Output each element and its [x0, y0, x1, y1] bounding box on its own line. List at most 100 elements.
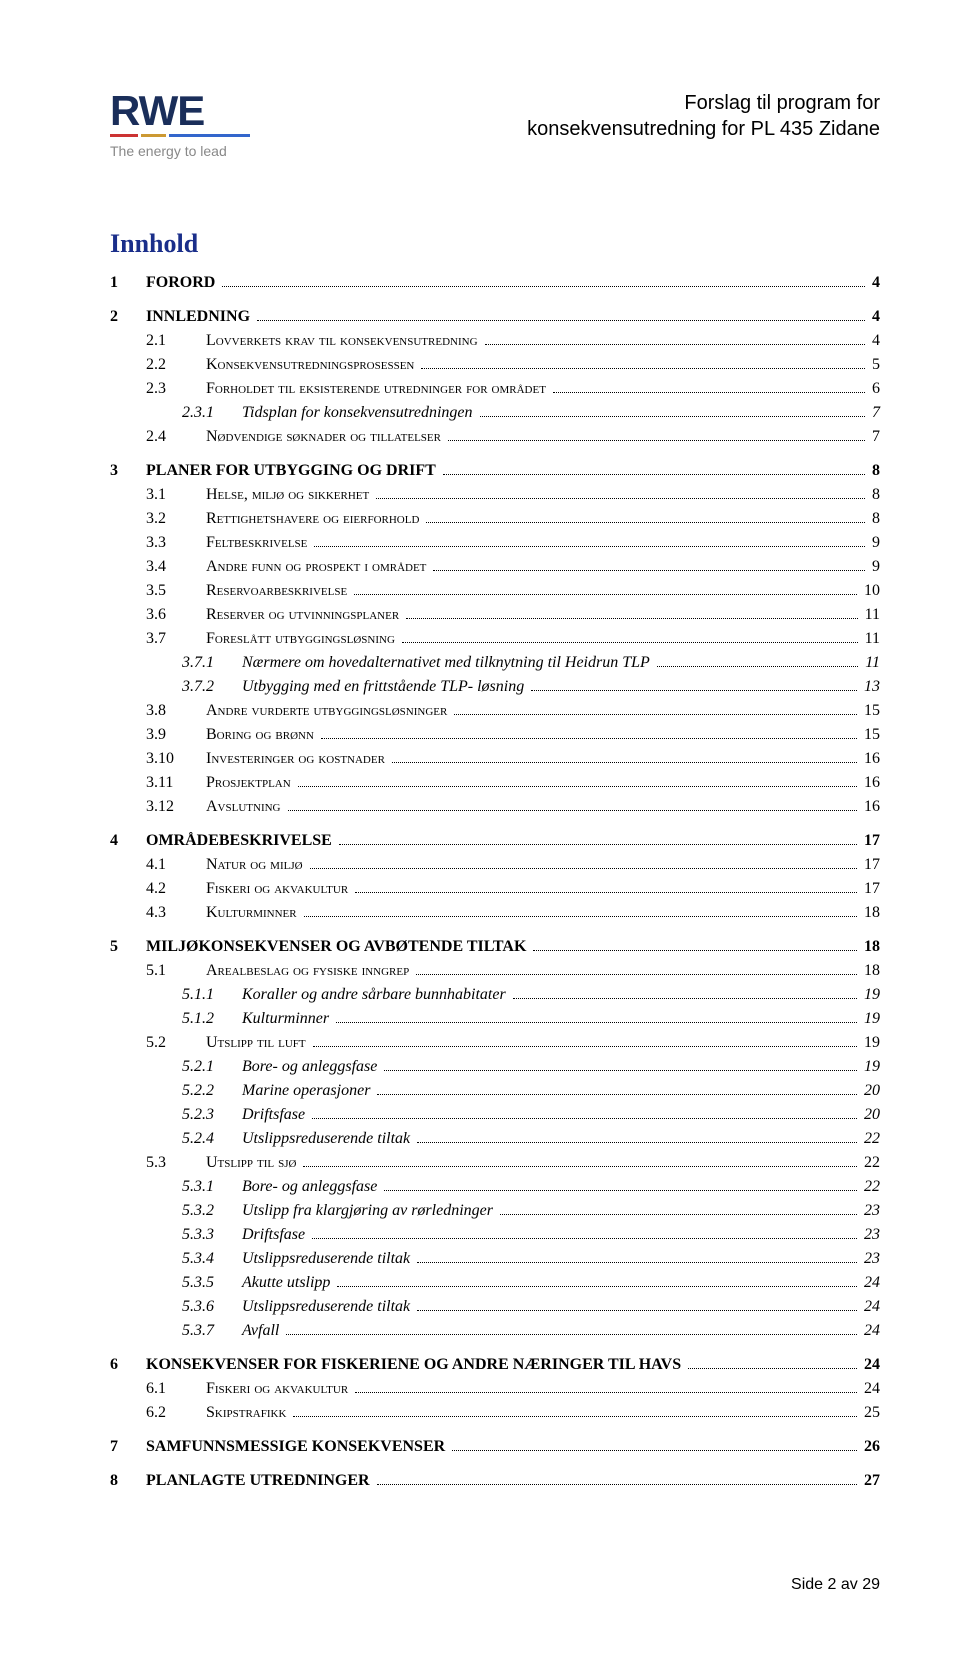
toc-leader-dots [402, 642, 858, 643]
document-title-line2: konsekvensutredning for PL 435 Zidane [527, 116, 880, 142]
toc-entry: 4OMRÅDEBESKRIVELSE17 [110, 829, 880, 853]
toc-entry-page: 26 [860, 1435, 880, 1459]
toc-entry-page: 17 [860, 877, 880, 901]
toc-leader-dots [376, 498, 865, 499]
toc-leader-dots [500, 1214, 857, 1215]
toc-entry-title: Avfall [242, 1319, 283, 1343]
toc-entry-number: 5.3.3 [182, 1223, 242, 1247]
toc-entry-number: 5.3.7 [182, 1319, 242, 1343]
toc-entry-page: 5 [868, 353, 880, 377]
toc-entry-page: 7 [868, 425, 880, 449]
toc-leader-dots [222, 286, 865, 287]
toc-entry-title: Konsekvensutredningsprosessen [206, 353, 418, 377]
toc-entry-number: 4.3 [146, 901, 206, 925]
toc-entry-title: Utbygging med en frittstående TLP- løsni… [242, 675, 528, 699]
toc-leader-dots [314, 546, 865, 547]
toc-entry-page: 18 [860, 901, 880, 925]
toc-entry-page: 15 [860, 699, 880, 723]
toc-leader-dots [336, 1022, 857, 1023]
toc-entry-page: 8 [868, 459, 880, 483]
toc-entry-title: Natur og miljø [206, 853, 307, 877]
logo-tagline: The energy to lead [110, 143, 250, 159]
toc-entry-number: 4.1 [146, 853, 206, 877]
toc-entry-number: 2.4 [146, 425, 206, 449]
toc-entry-page: 11 [861, 651, 880, 675]
toc-entry-title: Prosjektplan [206, 771, 295, 795]
toc-entry-title: Fiskeri og akvakultur [206, 1377, 352, 1401]
toc-entry: 5.2.2Marine operasjoner20 [110, 1079, 880, 1103]
toc-entry-title: SAMFUNNSMESSIGE KONSEKVENSER [146, 1435, 449, 1459]
toc-entry-title: Rettighetshavere og eierforhold [206, 507, 423, 531]
toc-entry-number: 5.2.2 [182, 1079, 242, 1103]
toc-entry-page: 18 [860, 935, 880, 959]
toc-entry: 3.9Boring og brønn15 [110, 723, 880, 747]
toc-entry: 5.3.2Utslipp fra klargjøring av rørledni… [110, 1199, 880, 1223]
toc-leader-dots [384, 1070, 857, 1071]
toc-leader-dots [433, 570, 865, 571]
toc-entry: 2.3Forholdet til eksisterende utredninge… [110, 377, 880, 401]
document-title-line1: Forslag til program for [527, 90, 880, 116]
toc-entry: 5.3.6Utslippsreduserende tiltak24 [110, 1295, 880, 1319]
toc-entry-number: 3.10 [146, 747, 206, 771]
toc-entry: 5.2Utslipp til luft19 [110, 1031, 880, 1055]
toc-entry-page: 24 [860, 1319, 880, 1343]
toc-entry: 2.2Konsekvensutredningsprosessen 5 [110, 353, 880, 377]
table-of-contents: 1FORORD42INNLEDNING42.1Lovverkets krav t… [110, 271, 880, 1493]
toc-leader-dots [355, 1392, 857, 1393]
toc-entry: 5.1Arealbeslag og fysiske inngrep18 [110, 959, 880, 983]
toc-entry: 5MILJØKONSEKVENSER OG AVBØTENDE TILTAK18 [110, 935, 880, 959]
toc-leader-dots [531, 690, 857, 691]
toc-entry-title: Andre vurderte utbyggingsløsninger [206, 699, 451, 723]
toc-entry: 3.11Prosjektplan16 [110, 771, 880, 795]
toc-entry: 5.1.2Kulturminner19 [110, 1007, 880, 1031]
toc-entry-title: Skipstrafikk [206, 1401, 290, 1425]
toc-entry-page: 27 [860, 1469, 880, 1493]
toc-entry: 5.3.5Akutte utslipp24 [110, 1271, 880, 1295]
toc-leader-dots [337, 1286, 857, 1287]
toc-entry: 7SAMFUNNSMESSIGE KONSEKVENSER26 [110, 1435, 880, 1459]
toc-entry-title: Reservoarbeskrivelse [206, 579, 351, 603]
toc-entry-number: 3.8 [146, 699, 206, 723]
toc-entry-title: INNLEDNING [146, 305, 254, 329]
toc-entry-page: 4 [868, 271, 880, 295]
toc-entry-page: 19 [860, 1007, 880, 1031]
logo-block: RWE The energy to lead [110, 90, 250, 159]
toc-entry: 6KONSEKVENSER FOR FISKERIENE OG ANDRE NÆ… [110, 1353, 880, 1377]
toc-entry-title: Tidsplan for konsekvensutredningen [242, 401, 477, 425]
toc-entry: 3.4Andre funn og prospekt i området9 [110, 555, 880, 579]
toc-entry-page: 6 [868, 377, 880, 401]
toc-entry: 5.1.1Koraller og andre sårbare bunnhabit… [110, 983, 880, 1007]
toc-leader-dots [513, 998, 857, 999]
toc-leader-dots [553, 392, 865, 393]
toc-entry: 5.2.1Bore- og anleggsfase19 [110, 1055, 880, 1079]
toc-leader-dots [384, 1190, 857, 1191]
toc-entry: 3.7Foreslått utbyggingsløsning11 [110, 627, 880, 651]
toc-entry-number: 2.1 [146, 329, 206, 353]
toc-entry-title: Kulturminner [242, 1007, 333, 1031]
toc-entry-number: 4.2 [146, 877, 206, 901]
toc-leader-dots [257, 320, 865, 321]
toc-leader-dots [443, 474, 865, 475]
toc-entry-title: Foreslått utbyggingsløsning [206, 627, 399, 651]
page-footer: Side 2 av 29 [791, 1576, 880, 1594]
toc-entry-number: 5.3.4 [182, 1247, 242, 1271]
toc-leader-dots [406, 618, 857, 619]
toc-entry-page: 11 [861, 603, 880, 627]
toc-entry-page: 19 [860, 1055, 880, 1079]
toc-entry-title: Investeringer og kostnader [206, 747, 389, 771]
toc-entry-number: 3.11 [146, 771, 206, 795]
toc-entry-page: 18 [860, 959, 880, 983]
toc-leader-dots [310, 868, 857, 869]
toc-entry-page: 9 [868, 555, 880, 579]
toc-entry-number: 5.2.3 [182, 1103, 242, 1127]
toc-leader-dots [485, 344, 865, 345]
toc-entry-page: 23 [860, 1199, 880, 1223]
toc-entry-title: Lovverkets krav til konsekvensutredning [206, 329, 482, 353]
toc-entry-title: Arealbeslag og fysiske inngrep [206, 959, 413, 983]
toc-entry-page: 20 [860, 1103, 880, 1127]
toc-entry-number: 2.2 [146, 353, 206, 377]
toc-entry-title: Utslippsreduserende tiltak [242, 1247, 414, 1271]
toc-entry: 3.12Avslutning16 [110, 795, 880, 819]
toc-entry-page: 17 [860, 829, 880, 853]
toc-entry: 5.3.4Utslippsreduserende tiltak23 [110, 1247, 880, 1271]
